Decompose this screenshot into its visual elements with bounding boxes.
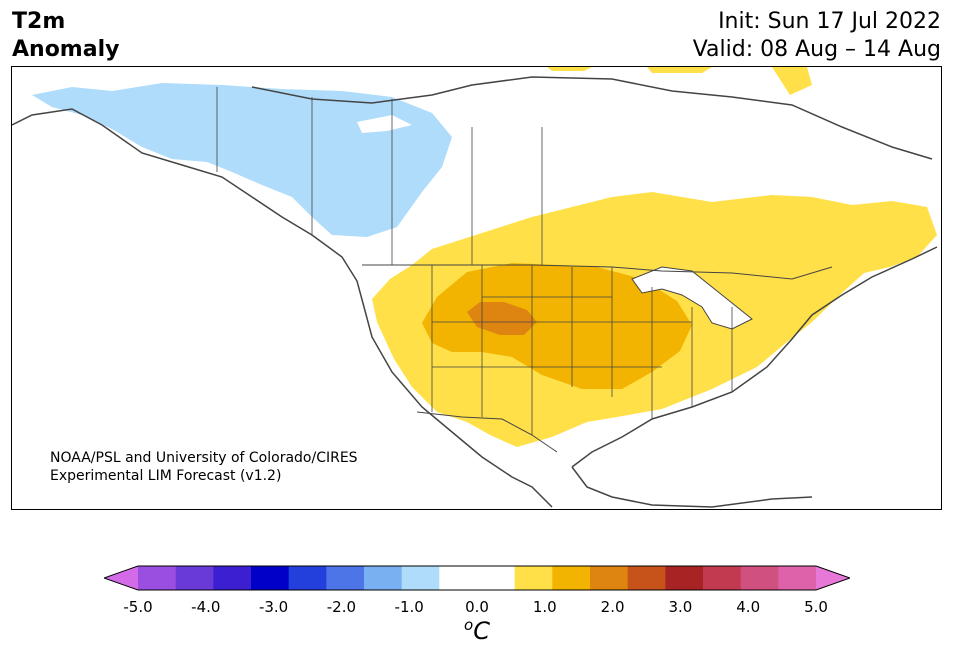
colorbar-segment (213, 566, 252, 590)
colorbar-outline (104, 565, 850, 591)
map-canvas (12, 67, 938, 508)
colorbar (104, 565, 850, 591)
init-date: Init: Sun 17 Jul 2022 (718, 9, 941, 34)
colorbar-segment (326, 566, 365, 590)
colorbar-segment (514, 566, 553, 590)
colorbar-segment (364, 566, 403, 590)
coastline-arctic (251, 76, 933, 160)
us-mexico-border (416, 411, 558, 453)
warm-anomaly-region-2 (422, 263, 692, 389)
colorbar-extend-high (816, 566, 850, 590)
unit-degree: o (464, 616, 474, 634)
unit-base: C (473, 617, 490, 645)
credit-line-1: NOAA/PSL and University of Colorado/CIRE… (50, 450, 358, 466)
colorbar-segment (665, 566, 704, 590)
colorbar-segment (740, 566, 779, 590)
colorbar-segment (778, 566, 817, 590)
map-title: T2m Anomaly (12, 8, 119, 64)
valid-range: Valid: 08 Aug – 14 Aug (692, 37, 941, 62)
warm-patch-arctic (772, 67, 812, 95)
coastline-north-america (12, 108, 553, 508)
colorbar-tick-label: -4.0 (191, 598, 221, 616)
colorbar-tick-label: 4.0 (736, 598, 761, 616)
warm-anomaly-region-3 (467, 302, 537, 335)
credit-text: NOAA/PSL and University of Colorado/CIRE… (50, 449, 358, 485)
title-anomaly: Anomaly (12, 37, 120, 62)
colorbar-segment (439, 566, 478, 590)
colorbar-tick-label: -3.0 (258, 598, 289, 616)
state-borders (431, 265, 733, 435)
warm-patch-arctic-2 (547, 67, 592, 71)
colorbar-segment (627, 566, 666, 590)
colorbar-tick-label: 0.0 (465, 598, 489, 616)
colorbar-tick-label: -5.0 (123, 598, 153, 616)
colorbar-tick-label: 1.0 (532, 598, 557, 616)
anomaly-map: NOAA/PSL and University of Colorado/CIRE… (11, 66, 942, 510)
colorbar-unit: oC (464, 616, 490, 645)
colorbar-segment (175, 566, 214, 590)
colorbar-tick-label: 5.0 (804, 598, 828, 616)
colorbar-extend-low (104, 566, 138, 590)
colorbar-segments (104, 566, 850, 590)
colorbar-tick-label: -2.0 (326, 598, 357, 616)
colorbar-segment (703, 566, 742, 590)
colorbar-segment (401, 566, 440, 590)
colorbar-segment (288, 566, 327, 590)
colorbar-segment (251, 566, 290, 590)
credit-line-2: Experimental LIM Forecast (v1.2) (50, 468, 282, 484)
colorbar-tick-label: -1.0 (394, 598, 424, 616)
colorbar-ticks: -5.0 -4.0 -3.0 -2.0 -1.0 0.0 1.0 2.0 3.0 4.0 5.0 (0, 598, 953, 618)
coastline-gulf (571, 466, 813, 508)
title-variable: T2m (12, 9, 66, 34)
hudson-bay-hole (357, 115, 412, 133)
province-borders (216, 87, 543, 265)
colorbar-tick-label: 3.0 (668, 598, 693, 616)
forecast-dates: Init: Sun 17 Jul 2022 Valid: 08 Aug – 14… (693, 8, 941, 64)
coastline-east (571, 246, 938, 468)
colorbar-segment (552, 566, 591, 590)
warm-patch-arctic-3 (647, 67, 712, 73)
colorbar-segment (138, 566, 177, 590)
cool-anomaly-region (32, 83, 452, 237)
colorbar-segment (590, 566, 629, 590)
colorbar-tick-label: 2.0 (600, 598, 625, 616)
colorbar-segment (477, 566, 516, 590)
us-canada-border (362, 264, 833, 280)
